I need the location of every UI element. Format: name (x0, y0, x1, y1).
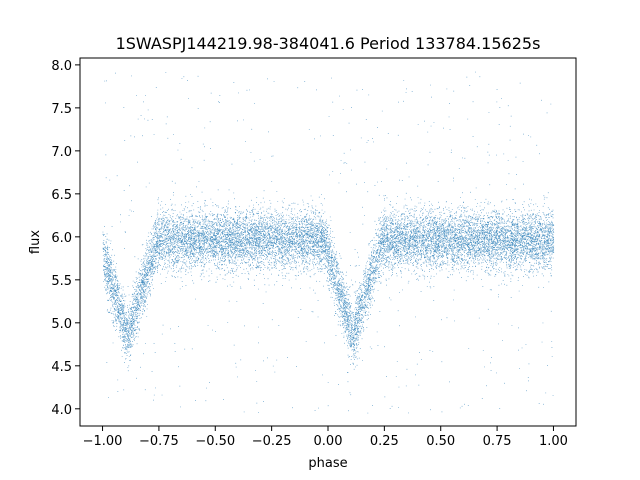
x-tick-label: −0.25 (252, 434, 292, 449)
y-tick-label: 8.0 (51, 59, 72, 74)
x-axis: −1.00 −0.75 −0.50 −0.25 0.00 0.25 0.50 0.75 1.00 (83, 426, 568, 449)
y-tick-label: 6.0 (51, 231, 72, 246)
y-tick-label: 6.5 (51, 188, 72, 203)
y-axis: 4.0 4.5 5.0 5.5 6.0 6.5 7.0 7.5 8.0 (51, 59, 80, 418)
y-tick-label: 5.0 (51, 317, 72, 332)
x-tick-label: 0.50 (426, 434, 455, 449)
x-tick-label: 1.00 (539, 434, 568, 449)
y-axis-title: flux (28, 230, 43, 254)
x-tick-label: −0.50 (195, 434, 235, 449)
y-tick-label: 7.0 (51, 145, 72, 160)
y-tick-label: 4.5 (51, 360, 72, 375)
scatter-points (102, 71, 555, 414)
y-tick-label: 4.0 (51, 403, 72, 418)
x-tick-label: 0.75 (483, 434, 512, 449)
x-tick-label: 0.25 (370, 434, 399, 449)
x-tick-label: −0.75 (139, 434, 179, 449)
chart-title: 1SWASPJ144219.98-384041.6 Period 133784.… (116, 34, 541, 53)
y-tick-label: 5.5 (51, 274, 72, 289)
scatter-point-cloud (102, 71, 555, 414)
x-axis-title: phase (308, 456, 347, 471)
y-tick-label: 7.5 (51, 102, 72, 117)
x-tick-label: 0.00 (314, 434, 343, 449)
x-tick-label: −1.00 (83, 434, 123, 449)
